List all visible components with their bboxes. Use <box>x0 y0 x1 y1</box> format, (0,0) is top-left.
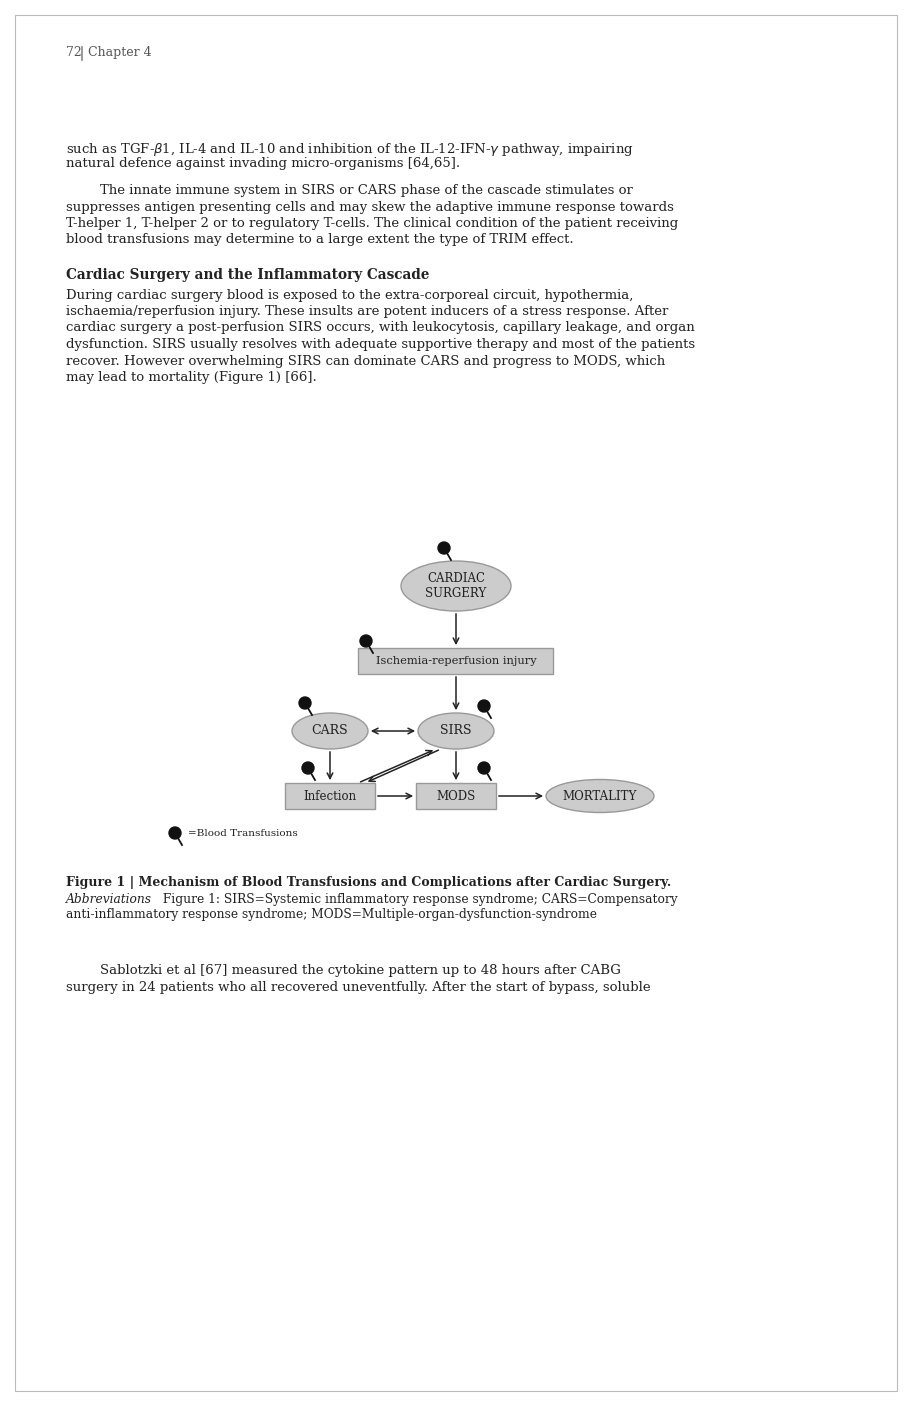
Circle shape <box>437 541 449 554</box>
Text: may lead to mortality (Figure 1) [66].: may lead to mortality (Figure 1) [66]. <box>66 371 316 384</box>
Text: anti-inflammatory response syndrome; MODS=Multiple-organ-dysfunction-syndrome: anti-inflammatory response syndrome; MOD… <box>66 908 597 921</box>
Text: Figure 1: SIRS=Systemic inflammatory response syndrome; CARS=Compensatory: Figure 1: SIRS=Systemic inflammatory res… <box>159 893 677 905</box>
FancyBboxPatch shape <box>284 783 374 808</box>
Text: Chapter 4: Chapter 4 <box>87 46 151 59</box>
Circle shape <box>360 636 372 647</box>
Text: cardiac surgery a post-perfusion SIRS occurs, with leukocytosis, capillary leaka: cardiac surgery a post-perfusion SIRS oc… <box>66 322 694 335</box>
FancyBboxPatch shape <box>15 15 896 1391</box>
Text: CARDIAC
SURGERY: CARDIAC SURGERY <box>425 572 486 600</box>
Text: recover. However overwhelming SIRS can dominate CARS and progress to MODS, which: recover. However overwhelming SIRS can d… <box>66 354 664 367</box>
Circle shape <box>169 827 180 839</box>
Circle shape <box>302 762 313 773</box>
Text: T-helper 1, T-helper 2 or to regulatory T-cells. The clinical condition of the p: T-helper 1, T-helper 2 or to regulatory … <box>66 217 678 231</box>
Text: suppresses antigen presenting cells and may skew the adaptive immune response to: suppresses antigen presenting cells and … <box>66 201 673 214</box>
Text: dysfunction. SIRS usually resolves with adequate supportive therapy and most of : dysfunction. SIRS usually resolves with … <box>66 337 694 352</box>
Circle shape <box>477 762 489 773</box>
Text: Cardiac Surgery and the Inflammatory Cascade: Cardiac Surgery and the Inflammatory Cas… <box>66 269 429 283</box>
Text: Infection: Infection <box>303 790 356 803</box>
Ellipse shape <box>417 713 494 749</box>
Text: natural defence against invading micro-organisms [64,65].: natural defence against invading micro-o… <box>66 157 460 170</box>
Text: blood transfusions may determine to a large extent the type of TRIM effect.: blood transfusions may determine to a la… <box>66 233 573 246</box>
Text: Abbreviations: Abbreviations <box>66 893 152 905</box>
Text: CARS: CARS <box>312 724 348 738</box>
Ellipse shape <box>401 561 510 612</box>
Text: The innate immune system in SIRS or CARS phase of the cascade stimulates or: The innate immune system in SIRS or CARS… <box>66 184 632 197</box>
Text: MORTALITY: MORTALITY <box>562 790 637 803</box>
Circle shape <box>477 700 489 711</box>
FancyBboxPatch shape <box>415 783 496 808</box>
Text: such as TGF-$\beta$1, IL-4 and IL-10 and inhibition of the IL-12-IFN-$\gamma$ pa: such as TGF-$\beta$1, IL-4 and IL-10 and… <box>66 141 633 157</box>
Text: During cardiac surgery blood is exposed to the extra-corporeal circuit, hypother: During cardiac surgery blood is exposed … <box>66 288 632 301</box>
Text: Sablotzki et al [67] measured the cytokine pattern up to 48 hours after CABG: Sablotzki et al [67] measured the cytoki… <box>66 965 620 977</box>
Text: Figure 1 | Mechanism of Blood Transfusions and Complications after Cardiac Surge: Figure 1 | Mechanism of Blood Transfusio… <box>66 876 670 889</box>
Circle shape <box>299 697 311 709</box>
Text: ischaemia/reperfusion injury. These insults are potent inducers of a stress resp: ischaemia/reperfusion injury. These insu… <box>66 305 668 318</box>
Text: Ischemia-reperfusion injury: Ischemia-reperfusion injury <box>375 657 536 666</box>
Ellipse shape <box>292 713 368 749</box>
Text: =Blood Transfusions: =Blood Transfusions <box>188 828 297 838</box>
Text: 72: 72 <box>66 46 82 59</box>
Text: MODS: MODS <box>435 790 476 803</box>
Text: surgery in 24 patients who all recovered uneventfully. After the start of bypass: surgery in 24 patients who all recovered… <box>66 980 650 994</box>
FancyBboxPatch shape <box>358 648 553 673</box>
Text: SIRS: SIRS <box>440 724 471 738</box>
Ellipse shape <box>546 779 653 813</box>
